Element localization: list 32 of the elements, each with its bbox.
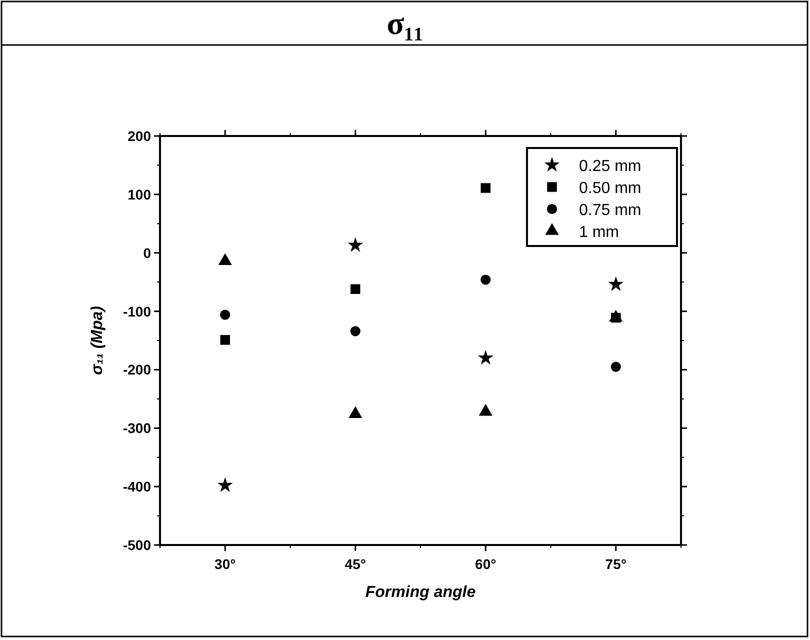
- legend-label: 1 mm: [579, 224, 619, 241]
- chart-title: σ₁₁: [386, 5, 424, 41]
- y-tick-label: -500: [122, 537, 152, 553]
- point: [348, 237, 364, 252]
- point: [480, 183, 490, 193]
- y-tick-label: -100: [122, 303, 152, 320]
- point: [478, 404, 492, 416]
- y-tick-label: -400: [122, 478, 152, 495]
- y-tick-label: -200: [122, 362, 152, 378]
- point: [348, 406, 362, 418]
- y-tick-label: -300: [122, 420, 152, 436]
- x-tick-label: 75°: [605, 556, 626, 572]
- y-tick-label: 200: [128, 128, 152, 144]
- x-axis-title: Forming angle: [365, 584, 476, 601]
- point: [350, 326, 360, 336]
- point: [610, 362, 621, 372]
- legend-label: 0.50 mm: [579, 180, 642, 197]
- point: [608, 276, 624, 292]
- legend-label: 0.75 mm: [579, 202, 642, 219]
- legend-label: 0.25 mm: [579, 158, 642, 175]
- y-tick-label: 0: [143, 244, 152, 261]
- point: [220, 310, 230, 320]
- point: [480, 274, 491, 285]
- y-axis-title: σ₁₁ (Mpa): [89, 306, 106, 375]
- x-tick-label: 45°: [344, 556, 366, 572]
- x-tick-label: 60°: [475, 556, 496, 572]
- point: [217, 477, 233, 492]
- y-tick-label: 100: [128, 186, 152, 202]
- point: [350, 284, 360, 294]
- point: [478, 350, 494, 365]
- point: [220, 335, 230, 345]
- x-tick-label: 30°: [214, 556, 236, 572]
